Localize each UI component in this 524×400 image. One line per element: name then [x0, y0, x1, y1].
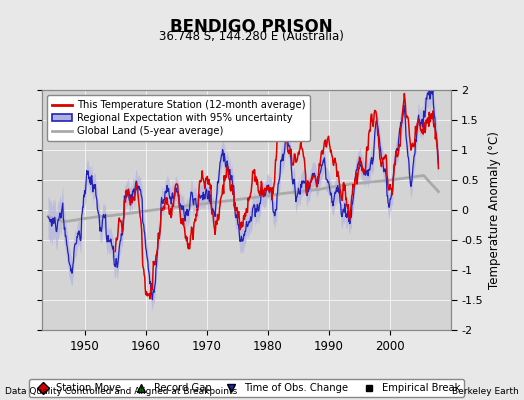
Text: Data Quality Controlled and Aligned at Breakpoints: Data Quality Controlled and Aligned at B… [5, 387, 237, 396]
Text: 36.748 S, 144.280 E (Australia): 36.748 S, 144.280 E (Australia) [159, 30, 344, 43]
Y-axis label: Temperature Anomaly (°C): Temperature Anomaly (°C) [488, 131, 501, 289]
Legend: Station Move, Record Gap, Time of Obs. Change, Empirical Break: Station Move, Record Gap, Time of Obs. C… [29, 379, 464, 397]
Text: BENDIGO PRISON: BENDIGO PRISON [170, 18, 333, 36]
Text: Berkeley Earth: Berkeley Earth [452, 387, 519, 396]
